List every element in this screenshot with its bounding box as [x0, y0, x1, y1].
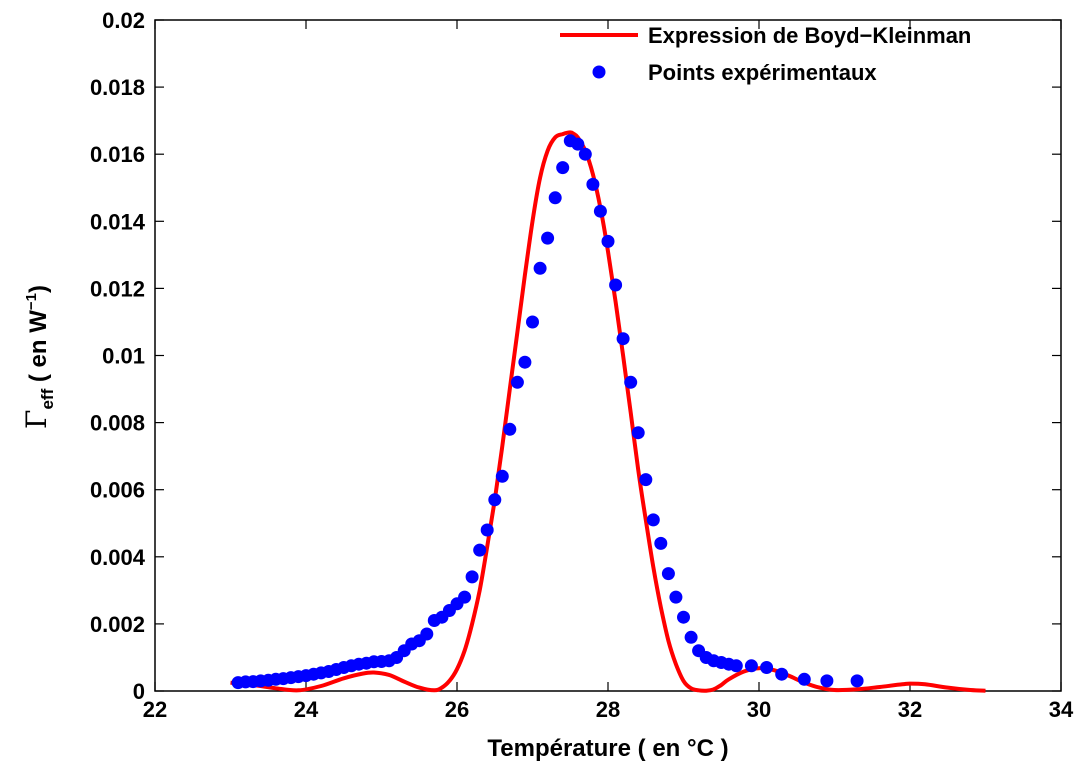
- data-point: [571, 137, 585, 151]
- data-point: [729, 659, 743, 673]
- data-point: [797, 672, 811, 686]
- data-point: [616, 332, 630, 346]
- y-tick-label: 0.002: [90, 612, 145, 637]
- data-point: [526, 315, 539, 329]
- y-tick-labels: 0 0.002 0.004 0.006 0.008 0.01 0.012 0.014 0.016…: [90, 8, 146, 704]
- y-axis-subscript: eff: [38, 388, 57, 409]
- data-point: [646, 513, 660, 527]
- data-point: [639, 473, 653, 487]
- y-axis-superscript: −1: [23, 293, 40, 310]
- x-tick-label: 34: [1049, 697, 1074, 722]
- data-point: [488, 493, 502, 507]
- legend: Expression de Boyd−Kleinman Points expér…: [560, 23, 971, 85]
- data-point: [850, 674, 864, 688]
- y-tick-label: 0.02: [102, 8, 145, 33]
- legend-label-experiment: Points expérimentaux: [648, 60, 877, 85]
- series-line-boyd-kleinman: [230, 130, 986, 693]
- data-point: [556, 161, 570, 175]
- x-tick-label: 22: [143, 697, 167, 722]
- data-point: [541, 231, 555, 245]
- data-point: [684, 630, 698, 644]
- y-tick-label: 0: [133, 679, 145, 704]
- x-tick-label: 30: [747, 697, 771, 722]
- legend-label-theory: Expression de Boyd−Kleinman: [648, 23, 971, 48]
- data-point: [760, 661, 774, 674]
- x-tick-labels: 22 24 26 28 30 32 34: [143, 697, 1074, 722]
- plot-area: [154, 19, 1062, 692]
- y-tick-label: 0.006: [90, 478, 145, 503]
- data-point: [458, 590, 472, 604]
- y-axis-title: Γeff ( en W−1): [20, 285, 57, 429]
- data-point: [510, 375, 524, 389]
- y-tick-label: 0.008: [90, 411, 145, 436]
- x-tick-label: 28: [596, 697, 620, 722]
- data-point: [495, 469, 509, 483]
- data-point: [533, 261, 547, 275]
- data-point: [609, 278, 623, 292]
- series-layer: [230, 130, 986, 693]
- x-tick-label: 26: [445, 697, 469, 722]
- y-tick-label: 0.016: [90, 142, 145, 167]
- data-point: [601, 234, 615, 248]
- y-tick-label: 0.004: [90, 545, 146, 570]
- data-point: [669, 590, 683, 604]
- legend-marker-swatch: [592, 65, 606, 79]
- data-point: [775, 667, 789, 681]
- data-point: [677, 610, 690, 624]
- x-axis-title: Température ( en °C ): [487, 735, 728, 762]
- data-point: [578, 147, 592, 161]
- y-axis-main: ( en W: [25, 310, 52, 389]
- y-tick-label: 0.018: [90, 75, 145, 100]
- data-point: [503, 422, 517, 436]
- x-tick-label: 24: [294, 697, 319, 722]
- data-point: [654, 536, 668, 550]
- data-point: [624, 375, 638, 389]
- data-point: [593, 204, 607, 218]
- axis-ticks: [154, 19, 1062, 692]
- data-point: [548, 191, 562, 205]
- y-tick-label: 0.014: [90, 209, 146, 234]
- y-axis-close: ): [25, 285, 52, 293]
- data-point: [820, 674, 834, 688]
- data-point: [473, 543, 487, 557]
- data-point: [518, 355, 532, 369]
- data-point: [586, 177, 600, 191]
- x-tick-label: 32: [898, 697, 922, 722]
- data-point: [465, 570, 479, 584]
- data-point: [661, 567, 675, 581]
- y-tick-label: 0.01: [102, 344, 145, 369]
- data-point: [480, 523, 494, 537]
- data-point: [420, 627, 434, 641]
- y-axis-gamma: Γ: [20, 410, 53, 429]
- data-point: [744, 659, 758, 673]
- y-tick-label: 0.012: [90, 276, 145, 301]
- data-point: [631, 426, 645, 440]
